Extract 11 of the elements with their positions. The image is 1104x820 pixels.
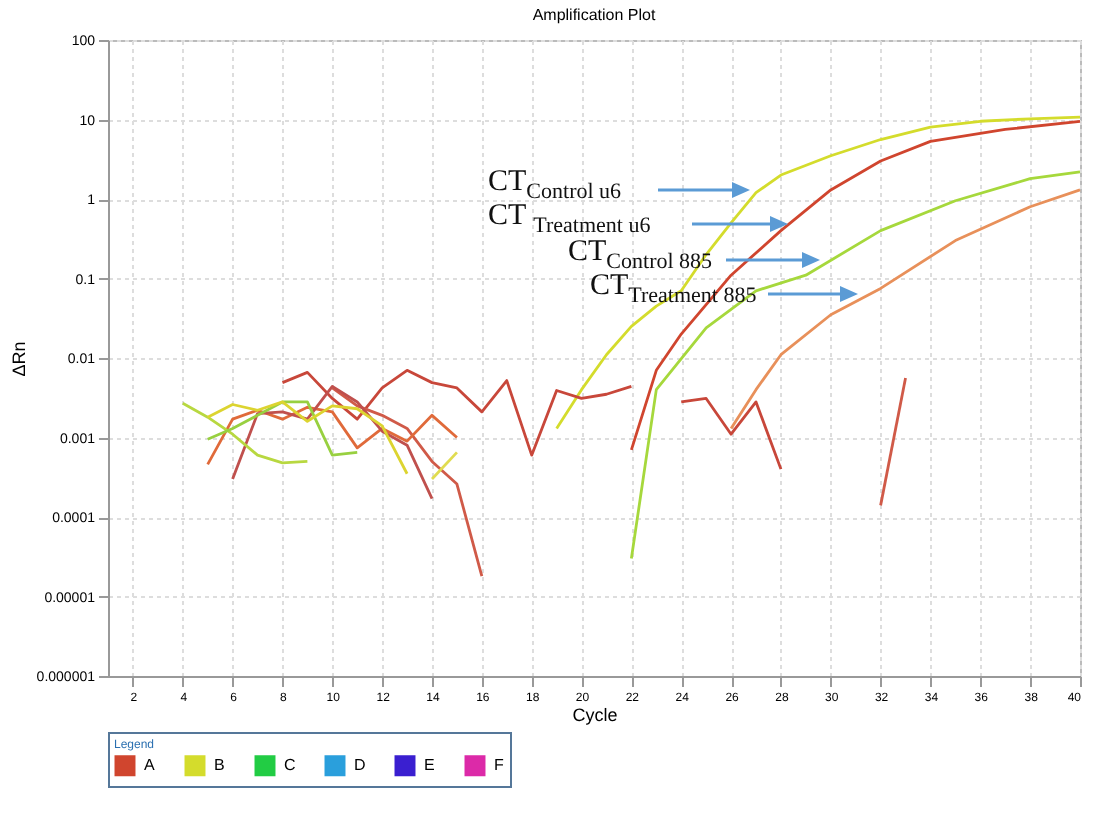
legend-label: E	[424, 755, 435, 774]
x-axis-title: Cycle	[572, 705, 618, 725]
legend-label: A	[144, 755, 156, 774]
y-axis-title: ΔRn	[8, 341, 29, 377]
legend-label: F	[494, 755, 504, 774]
legend-label: B	[214, 755, 225, 774]
legend-label: C	[284, 755, 296, 774]
legend-label: D	[354, 755, 366, 774]
chart-title: Amplification Plot	[532, 6, 657, 24]
annotation: CT $_{Treatment u6}$	[488, 200, 651, 239]
annotation: CT$_{Control u6}$	[488, 166, 622, 205]
